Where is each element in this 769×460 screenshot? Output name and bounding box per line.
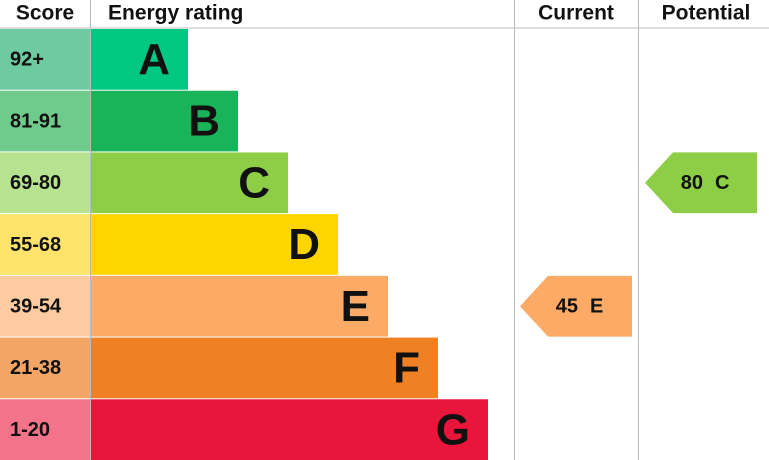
score-header: Score <box>16 2 74 25</box>
rating-bar <box>91 337 438 399</box>
rating-letter: B <box>188 97 220 146</box>
score-cell <box>0 399 90 460</box>
score-label: 1-20 <box>10 419 50 441</box>
score-label: 55-68 <box>10 234 61 256</box>
current-arrow <box>520 275 632 337</box>
rating-letter: C <box>238 158 270 207</box>
score-cell <box>0 214 90 275</box>
score-cell <box>0 275 90 337</box>
rating-bar <box>91 90 238 152</box>
current-header: Current <box>538 2 614 25</box>
rating-bar <box>91 29 188 90</box>
score-label: 69-80 <box>10 172 61 194</box>
score-cell <box>0 29 90 90</box>
current-value: 45 <box>556 295 578 317</box>
rating-letter: A <box>138 35 170 84</box>
score-cell <box>0 152 90 214</box>
rating-letter: F <box>393 344 420 393</box>
rating-letter: G <box>436 405 470 454</box>
score-cell <box>0 337 90 399</box>
rating-bar <box>91 399 488 460</box>
potential-header: Potential <box>662 2 751 25</box>
potential-arrow <box>645 152 757 214</box>
score-label: 21-38 <box>10 357 61 379</box>
rating-bar <box>91 214 338 275</box>
score-label: 92+ <box>10 49 44 71</box>
rating-bar <box>91 275 388 337</box>
score-label: 81-91 <box>10 110 61 132</box>
rating-letter: E <box>341 282 370 331</box>
score-label: 39-54 <box>10 295 62 317</box>
potential-letter: C <box>715 172 729 194</box>
rating-bar <box>91 152 288 214</box>
current-letter: E <box>590 295 603 317</box>
rating-header: Energy rating <box>108 2 243 25</box>
rating-letter: D <box>288 220 320 269</box>
potential-value: 80 <box>681 172 703 194</box>
score-cell <box>0 90 90 152</box>
